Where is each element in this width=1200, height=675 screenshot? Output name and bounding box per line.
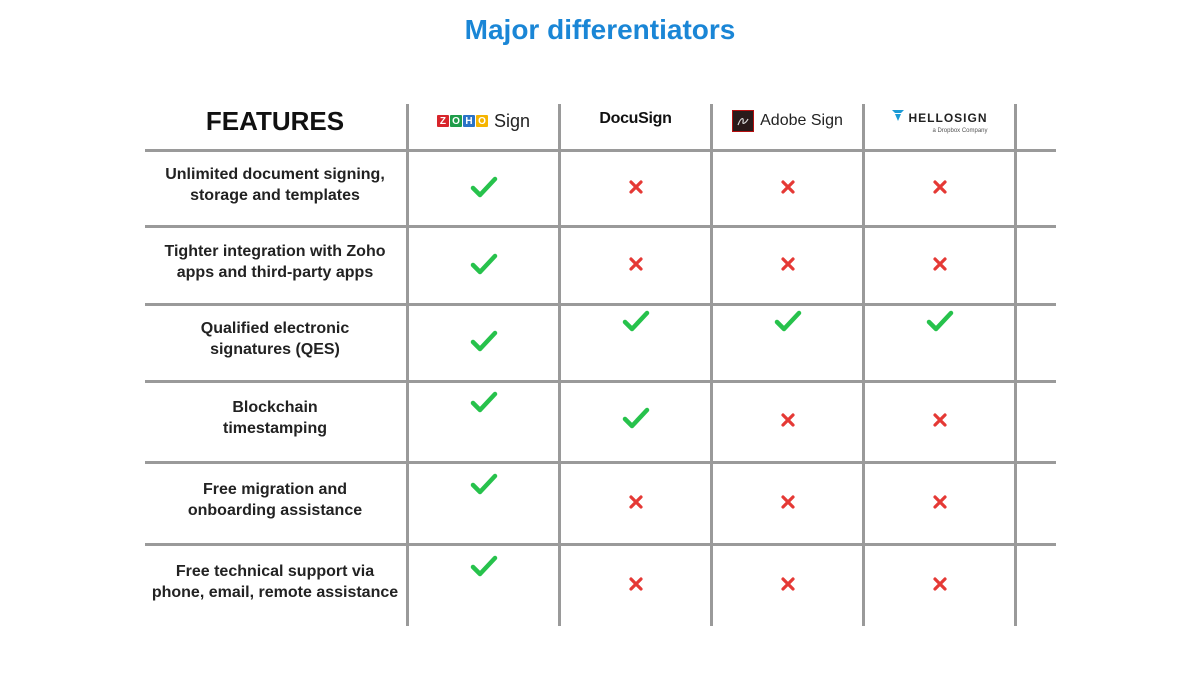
cross-icon [713, 150, 862, 223]
cross-icon [865, 150, 1014, 223]
page-title: Major differentiators [464, 14, 736, 45]
feature-label-line: onboarding assistance [187, 501, 363, 519]
feature-label-line: timestamping [222, 420, 327, 437]
check-icon [409, 526, 558, 605]
feature-label: Unlimited document signing, storage and t… [145, 148, 405, 221]
zoho-letter: H [462, 115, 475, 127]
feature-label-line: Blockchain [232, 399, 318, 416]
feature-label-line: apps and third-party apps [176, 263, 374, 281]
docusign-logo: DocuSign [561, 96, 710, 142]
feature-label-line: Tighter integration with Zoho [164, 242, 386, 260]
feature-label-line: storage and templates [190, 186, 360, 204]
feature-label: Qualified electronic signatures (QES) [145, 302, 405, 376]
hellosign-icon [891, 109, 905, 127]
check-icon [865, 284, 1014, 358]
column-divider [710, 104, 713, 626]
feature-label: Free technical support via phone, email, … [145, 542, 405, 621]
check-icon [409, 444, 558, 523]
cross-icon [561, 462, 710, 541]
column-divider [406, 104, 409, 626]
zoho-sign-label: Sign [493, 110, 531, 131]
check-icon [409, 150, 558, 223]
zoho-sign-logo: Z O H O Sign [409, 98, 558, 144]
features-header: FEATURES [205, 105, 345, 136]
cross-icon [561, 226, 710, 301]
feature-label-line: signatures (QES) [210, 341, 340, 358]
zoho-letter: Z [436, 115, 449, 127]
zoho-letter: O [475, 115, 488, 127]
feature-label-line: Unlimited document signing, [165, 165, 385, 183]
cross-icon [865, 381, 1014, 459]
check-icon [561, 284, 710, 358]
cross-icon [713, 544, 862, 623]
column-divider [558, 104, 561, 626]
column-divider [1014, 104, 1017, 626]
feature-label-line: Free technical support via [175, 562, 375, 580]
check-icon [409, 363, 558, 441]
cross-icon [561, 150, 710, 223]
row-divider [145, 461, 1056, 464]
cross-icon [865, 462, 1014, 541]
cross-icon [713, 226, 862, 301]
column-divider [862, 104, 865, 626]
docusign-label: DocuSign [599, 110, 672, 127]
cross-icon [865, 544, 1014, 623]
hellosign-label: HELLOSIGN [908, 110, 988, 125]
row-divider [145, 543, 1056, 546]
row-divider [145, 380, 1056, 383]
adobe-sign-logo: Adobe Sign [713, 98, 862, 144]
hellosign-subtitle: a Dropbox Company [932, 127, 988, 134]
adobe-icon [732, 110, 755, 132]
feature-label-line: Qualified electronic [200, 320, 350, 337]
check-icon [713, 284, 862, 358]
row-divider [145, 225, 1056, 228]
cross-icon [561, 544, 710, 623]
hellosign-logo: HELLOSIGN a Dropbox Company [865, 98, 1014, 144]
feature-label: Blockchain timestamping [145, 379, 405, 457]
feature-label-line: Free migration and [202, 480, 347, 498]
check-icon [561, 379, 710, 457]
zoho-letters-icon: Z O H O [436, 115, 488, 127]
cross-icon [713, 381, 862, 459]
cross-icon [713, 462, 862, 541]
row-divider [145, 303, 1056, 306]
adobe-sign-label: Adobe Sign [760, 112, 843, 129]
feature-label: Free migration and onboarding assistance [145, 460, 405, 539]
feature-label: Tighter integration with Zoho apps and th… [145, 224, 405, 299]
check-icon [409, 226, 558, 301]
zoho-letter: O [449, 115, 462, 127]
check-icon [409, 304, 558, 378]
feature-label-line: phone, email, remote assistance [151, 583, 399, 601]
cross-icon [865, 226, 1014, 301]
row-divider [145, 149, 1056, 152]
